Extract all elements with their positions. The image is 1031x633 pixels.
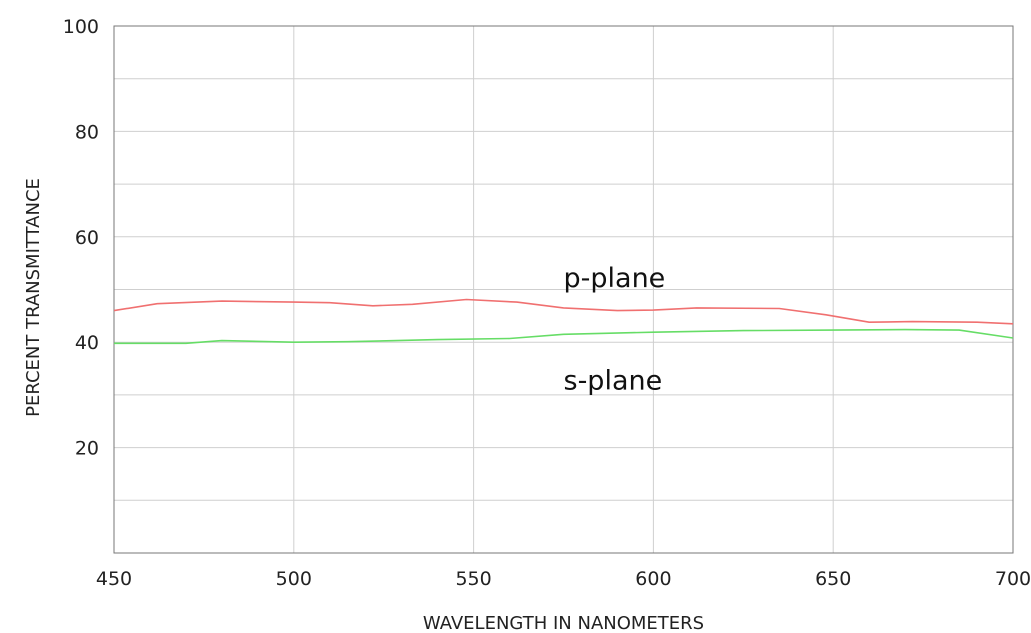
x-axis-title: WAVELENGTH IN NANOMETERS [423,613,704,633]
plot-area-frame [113,25,1014,554]
x-tick-label: 550 [455,568,491,590]
y-axis: 20 40 60 80 100 [63,16,99,460]
x-axis: 450 500 550 600 650 700 [96,568,1031,590]
series-label-p-plane: p-plane [564,263,666,294]
x-tick-label: 450 [96,568,132,590]
x-tick-label: 600 [635,568,671,590]
series-label-s-plane: s-plane [564,366,663,397]
y-tick-label: 100 [63,16,99,38]
x-tick-label: 700 [995,568,1031,590]
x-tick-label: 650 [815,568,851,590]
y-tick-label: 60 [75,227,99,249]
series-layer [113,298,1014,345]
series-line-p-plane [113,298,1014,325]
series-labels: p-plane s-plane [564,263,666,397]
y-axis-title: PERCENT TRANSMITTANCE [23,178,44,417]
grid [114,26,1013,553]
y-tick-label: 80 [75,121,99,143]
y-tick-label: 40 [75,332,99,354]
x-tick-label: 500 [276,568,312,590]
series-line-s-plane [114,328,1014,345]
y-tick-label: 20 [75,438,99,460]
